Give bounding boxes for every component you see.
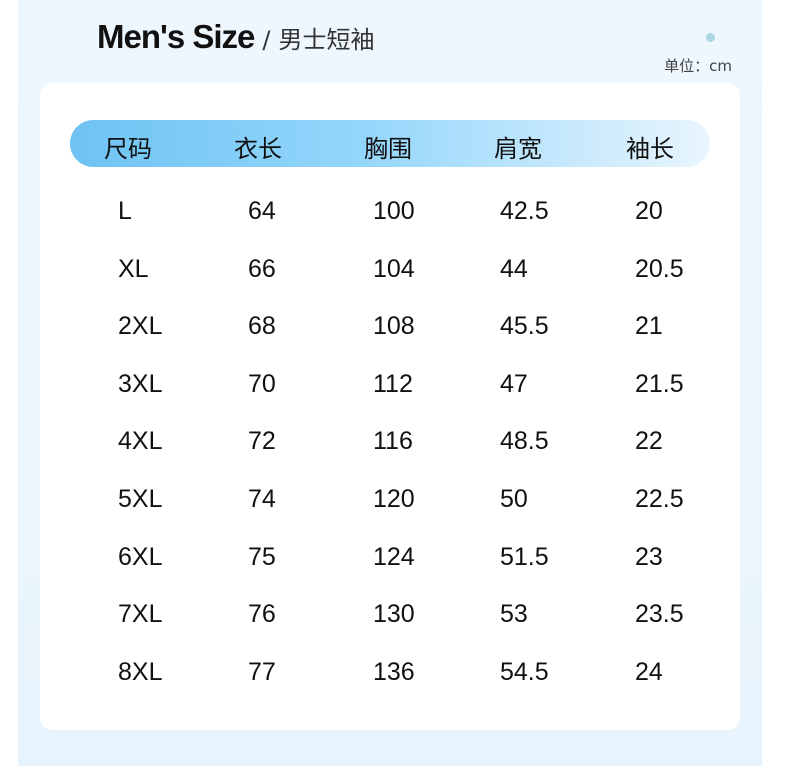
table-cell: 54.5 xyxy=(500,657,549,686)
table-cell: 20 xyxy=(635,197,663,225)
unit-label: 单位：cm xyxy=(664,57,732,75)
table-cell: 6XL xyxy=(118,542,163,571)
table-cell: 47 xyxy=(500,369,528,398)
table-cell: 100 xyxy=(373,197,415,225)
table-cell: 23 xyxy=(635,542,663,571)
header-chest: 胸围 xyxy=(364,135,412,163)
table-cell: 3XL xyxy=(118,369,163,398)
header-sleeve: 袖长 xyxy=(626,135,674,163)
table-cell: 44 xyxy=(500,254,528,283)
table-cell: 42.5 xyxy=(500,197,549,225)
table-cell: 104 xyxy=(373,254,415,283)
table-cell: 24 xyxy=(635,657,663,686)
table-cell: 108 xyxy=(373,312,415,341)
table-row: 5XL 74 120 50 22.5 xyxy=(0,485,790,525)
table-cell: 23.5 xyxy=(635,600,684,629)
size-table-card xyxy=(40,83,740,730)
title-english: Men's Size xyxy=(97,18,255,55)
title-separator: / xyxy=(262,26,271,54)
table-cell: 22.5 xyxy=(635,485,684,513)
table-cell: 116 xyxy=(373,427,413,456)
table-row: 4XL 72 116 48.5 22 xyxy=(0,427,790,467)
table-cell: 4XL xyxy=(118,427,163,456)
table-row: 7XL 76 130 53 23.5 xyxy=(0,600,790,640)
table-cell: 124 xyxy=(373,542,415,571)
table-cell: 21.5 xyxy=(635,369,684,398)
table-cell: 51.5 xyxy=(500,542,549,571)
table-row: XL 66 104 44 20.5 xyxy=(0,255,790,295)
table-cell: 5XL xyxy=(118,485,163,513)
table-cell: 112 xyxy=(373,369,413,398)
table-cell: 75 xyxy=(248,542,276,571)
table-header: 尺码 衣长 胸围 肩宽 袖长 xyxy=(70,120,710,167)
table-cell: XL xyxy=(118,254,149,283)
table-row: 8XL 77 136 54.5 24 xyxy=(0,658,790,698)
table-cell: 20.5 xyxy=(635,254,684,283)
table-cell: 22 xyxy=(635,427,663,456)
table-cell: 64 xyxy=(248,197,276,225)
table-cell: 66 xyxy=(248,254,276,283)
table-cell: 21 xyxy=(635,312,663,341)
table-cell: 74 xyxy=(248,485,276,513)
page-title: Men's Size / 男士短袖 xyxy=(97,18,375,56)
table-cell: 130 xyxy=(373,600,415,629)
table-cell: 2XL xyxy=(118,312,163,341)
table-cell: 120 xyxy=(373,485,415,513)
decorative-dot-icon xyxy=(706,33,715,42)
table-cell: 136 xyxy=(373,657,415,686)
table-cell: 45.5 xyxy=(500,312,549,341)
table-cell: 7XL xyxy=(118,600,163,629)
table-row: 3XL 70 112 47 21.5 xyxy=(0,370,790,410)
table-cell: 72 xyxy=(248,427,276,456)
table-cell: L xyxy=(118,197,132,225)
table-cell: 70 xyxy=(248,369,276,398)
header-length: 衣长 xyxy=(234,135,282,163)
header-shoulder: 肩宽 xyxy=(494,135,542,163)
table-cell: 68 xyxy=(248,312,276,341)
header-size: 尺码 xyxy=(104,135,152,163)
title-chinese: 男士短袖 xyxy=(278,26,375,54)
table-row: 2XL 68 108 45.5 21 xyxy=(0,312,790,352)
table-cell: 76 xyxy=(248,600,276,629)
table-cell: 48.5 xyxy=(500,427,549,456)
table-cell: 50 xyxy=(500,485,528,513)
table-row: 6XL 75 124 51.5 23 xyxy=(0,543,790,583)
table-cell: 8XL xyxy=(118,657,163,686)
table-cell: 77 xyxy=(248,657,276,686)
table-row: L 64 100 42.5 20 xyxy=(0,197,790,237)
table-cell: 53 xyxy=(500,600,528,629)
